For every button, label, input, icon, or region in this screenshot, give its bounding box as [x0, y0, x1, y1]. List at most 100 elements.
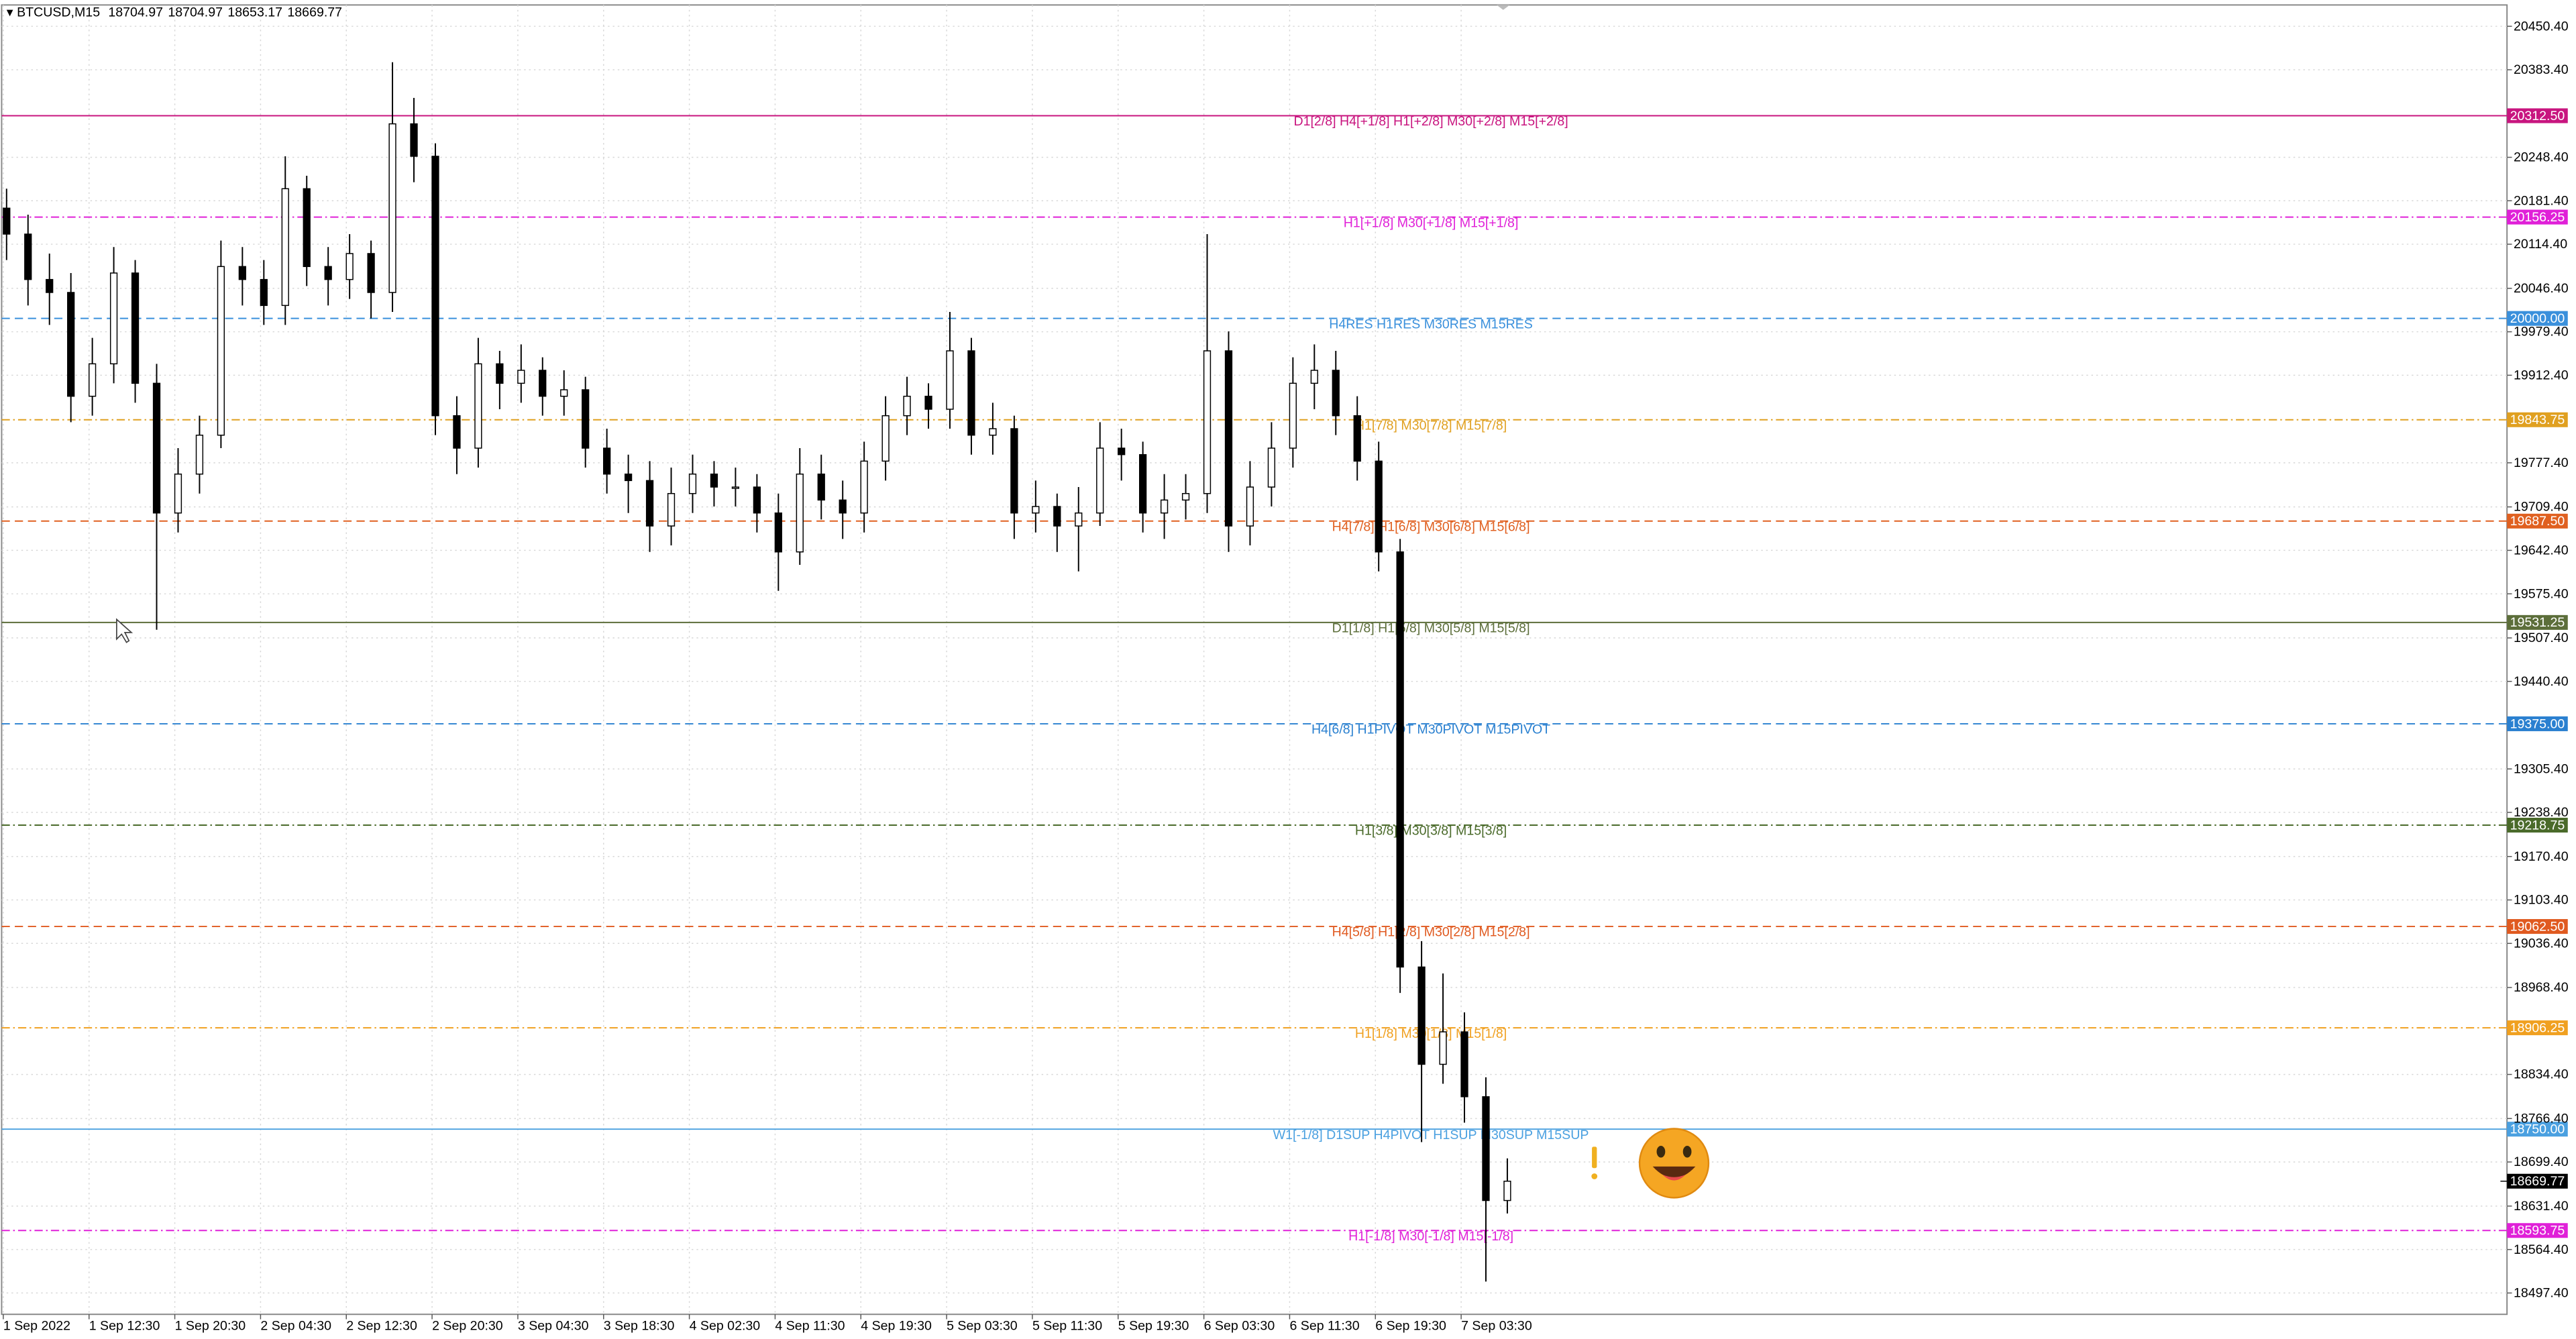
candle-body — [109, 272, 118, 365]
candle-body — [238, 266, 246, 280]
candle-body — [474, 363, 482, 449]
candle-body — [946, 350, 954, 410]
level-price-box — [2507, 614, 2568, 630]
symbol: BTCUSD,M15 — [17, 5, 100, 20]
x-tick-label: 1 Sep 12:30 — [89, 1318, 160, 1333]
candle-body — [174, 473, 182, 514]
level-label: D1[2/8] H4[+1/8] H1[+2/8] M30[+2/8] M15[… — [1293, 114, 1568, 129]
level-label: H4[5/8] H1[2/8] M30[2/8] M15[2/8] — [1332, 925, 1530, 940]
level-label: H1[-1/8] M30[-1/8] M15[-1/8] — [1348, 1229, 1513, 1244]
candle-body — [1353, 415, 1361, 462]
candle-body — [667, 492, 676, 527]
level-price-label: 19843.75 — [2510, 413, 2565, 427]
candle-body — [1482, 1096, 1490, 1201]
x-tick-label: 1 Sep 2022 — [3, 1318, 70, 1333]
level-price-label: 20156.25 — [2510, 210, 2565, 225]
axes: 20450.40 20383.40 20248.40 20181.40 20114.40… — [3, 19, 2569, 1333]
candle-body — [496, 363, 504, 384]
candle-body — [1310, 370, 1318, 384]
x-tick-label: 6 Sep 19:30 — [1375, 1318, 1446, 1333]
level-label: D1[1/8] H1[5/8] M30[5/8] M15[5/8] — [1332, 621, 1530, 636]
level-price-label: 19687.50 — [2510, 514, 2565, 529]
candle-body — [796, 473, 804, 553]
x-tick-label: 4 Sep 02:30 — [690, 1318, 761, 1333]
candle-body — [1417, 966, 1426, 1065]
y-tick-label: 20248.40 — [2514, 150, 2569, 165]
y-tick-label: 19036.40 — [2514, 936, 2569, 951]
y-tick-label: 18631.40 — [2514, 1199, 2569, 1214]
candle-body — [1396, 551, 1404, 968]
candle-body — [517, 370, 525, 384]
level-price-box — [2507, 1122, 2568, 1137]
candle-body — [217, 266, 225, 436]
level-price-label: 19531.25 — [2510, 615, 2565, 630]
level-label: H1[1/8] M30[1/8] M15[1/8] — [1355, 1026, 1507, 1041]
header-low: 18653.17 — [227, 5, 282, 20]
candle-body — [1075, 512, 1083, 527]
current-price-box — [2507, 1173, 2568, 1189]
candle-body — [1032, 506, 1040, 514]
candle-body — [67, 292, 75, 397]
x-tick-label: 6 Sep 11:30 — [1289, 1318, 1359, 1333]
candle-body — [753, 486, 761, 514]
candle-body — [46, 278, 54, 293]
y-tick-label: 18564.40 — [2514, 1242, 2569, 1257]
level-price-box — [2507, 513, 2568, 529]
candle-body — [967, 350, 975, 436]
candle-body — [1332, 370, 1340, 417]
candle-body — [731, 486, 740, 489]
candle-body — [1010, 428, 1018, 514]
candle-body — [1160, 499, 1169, 514]
header-high: 18704.97 — [168, 5, 223, 20]
candle-body — [1289, 382, 1297, 449]
level-price-box — [2507, 1223, 2568, 1238]
candle-body — [303, 188, 311, 268]
x-tick-label: 5 Sep 11:30 — [1032, 1318, 1102, 1333]
level-price-box — [2507, 1020, 2568, 1036]
candle-body — [560, 389, 568, 397]
candle-body — [3, 207, 11, 235]
candle-body — [1096, 447, 1104, 514]
x-tick-label: 3 Sep 18:30 — [604, 1318, 675, 1333]
candle-body — [1439, 1031, 1447, 1065]
y-tick-label: 19575.40 — [2514, 586, 2569, 601]
y-tick-label: 20181.40 — [2514, 193, 2569, 208]
candle-body — [817, 473, 825, 501]
y-tick-label: 20383.40 — [2514, 62, 2569, 77]
menu-arrow[interactable]: ▾ — [7, 5, 17, 20]
candle-body — [260, 278, 268, 307]
y-tick-label: 19642.40 — [2514, 543, 2569, 558]
level-label: H1[+1/8] M30[+1/8] M15[+1/8] — [1344, 215, 1519, 230]
y-tick-label: 18834.40 — [2514, 1067, 2569, 1082]
y-tick-label: 19777.40 — [2514, 456, 2569, 470]
grid — [1, 5, 2508, 1315]
candle-body — [774, 512, 782, 553]
header: ▾ BTCUSD,M15 18704.97 18704.97 18653.17 1866… — [7, 5, 342, 20]
candle-body — [881, 415, 890, 462]
y-tick-label: 19912.40 — [2514, 368, 2569, 382]
y-tick-label: 19440.40 — [2514, 674, 2569, 689]
candle-body — [860, 460, 868, 514]
candle-body — [924, 395, 932, 410]
level-label: H1[7/8] M30[7/8] M15[7/8] — [1355, 418, 1507, 433]
level-price-box — [2507, 311, 2568, 326]
candle-body — [281, 188, 289, 307]
candle-body — [1503, 1181, 1511, 1201]
plot-frame — [1, 4, 2508, 1316]
y-tick-label: 19103.40 — [2514, 893, 2569, 908]
level-price-label: 18593.75 — [2510, 1224, 2565, 1238]
candle-body — [1246, 486, 1254, 527]
header-open: 18704.97 — [108, 5, 163, 20]
candle-body — [624, 473, 633, 482]
x-tick-label: 2 Sep 20:30 — [432, 1318, 503, 1333]
x-tick-label: 3 Sep 04:30 — [518, 1318, 589, 1333]
x-tick-label: 4 Sep 11:30 — [775, 1318, 845, 1333]
x-tick-label: 1 Sep 20:30 — [175, 1318, 246, 1333]
x-tick-label: 2 Sep 12:30 — [346, 1318, 417, 1333]
y-tick-label: 19238.40 — [2514, 805, 2569, 820]
candle-body — [453, 415, 461, 449]
candle-body — [1224, 350, 1233, 527]
shift-marker — [1497, 5, 1510, 10]
